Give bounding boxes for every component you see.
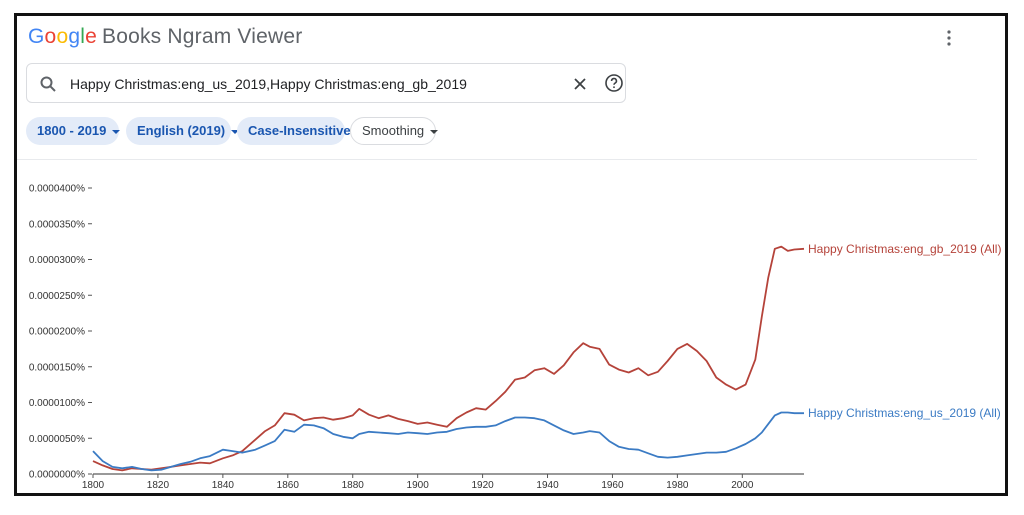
x-tick-label: 1980	[666, 480, 689, 491]
help-icon[interactable]	[604, 73, 624, 93]
x-tick-label: 1900	[407, 480, 430, 491]
ngram-chart: 0.0000000% 0.0000050% 0.0000100% 0.0000150%…	[29, 184, 1002, 492]
logo-letter: l	[80, 25, 86, 48]
series-line-us	[92, 411, 804, 472]
logo-letter: g	[68, 25, 81, 48]
x-tick-label: 1880	[342, 480, 365, 491]
x-tick-label: 1860	[277, 480, 300, 491]
y-tick-label: 0.0000300%	[29, 255, 85, 266]
y-tick-label: 0.0000200%	[29, 327, 85, 338]
y-tick-label: 0.0000250%	[29, 291, 85, 302]
caret-down-icon	[231, 129, 240, 134]
y-tick-label: 0.0000400%	[29, 184, 85, 195]
y-tick-label: 0.0000350%	[29, 219, 85, 230]
search-box	[26, 63, 626, 103]
divider	[17, 159, 977, 160]
more-vert-icon[interactable]	[942, 29, 956, 47]
google-books-logo[interactable]: Google Books Ngram Viewer	[28, 25, 302, 49]
y-tick-label: 0.0000000%	[29, 470, 85, 481]
case-insensitive-chip[interactable]: Case-Insensitive	[237, 117, 351, 145]
x-tick-label: 1960	[601, 480, 624, 491]
caret-down-icon	[430, 129, 439, 134]
logo-letter: o	[56, 25, 69, 48]
y-tick-label: 0.0000050%	[29, 434, 85, 445]
x-tick-label: 1840	[212, 480, 235, 491]
search-input[interactable]	[70, 74, 540, 94]
x-tick-label: 1920	[471, 480, 494, 491]
year-range-chip[interactable]: 1800 - 2019	[26, 117, 121, 145]
logo-letter: e	[85, 25, 97, 48]
logo-letter: G	[28, 25, 45, 48]
year-range-label: 1800 - 2019	[37, 123, 107, 138]
smoothing-label: Smoothing	[362, 123, 425, 138]
caret-down-icon	[112, 129, 121, 134]
x-tick-label: 2000	[731, 480, 754, 491]
series-line-gb	[92, 245, 805, 472]
y-tick-label: 0.0000100%	[29, 398, 85, 409]
app-name: Books Ngram Viewer	[101, 25, 303, 48]
x-tick-label: 1940	[536, 480, 559, 491]
x-tick-label: 1820	[147, 480, 170, 491]
series-label-us: Happy Christmas:eng_us_2019 (All)	[808, 406, 1001, 420]
smoothing-chip[interactable]: Smoothing	[350, 117, 439, 145]
logo-letter: o	[44, 25, 57, 48]
y-tick-label: 0.0000150%	[29, 362, 85, 373]
x-tick-label: 1800	[82, 480, 105, 491]
series-label-gb: Happy Christmas:eng_gb_2019 (All)	[808, 242, 1001, 256]
corpus-chip[interactable]: English (2019)	[126, 117, 240, 145]
case-label: Case-Insensitive	[248, 123, 351, 138]
corpus-label: English (2019)	[137, 123, 226, 138]
search-icon[interactable]	[39, 75, 57, 93]
close-icon[interactable]	[571, 75, 589, 93]
